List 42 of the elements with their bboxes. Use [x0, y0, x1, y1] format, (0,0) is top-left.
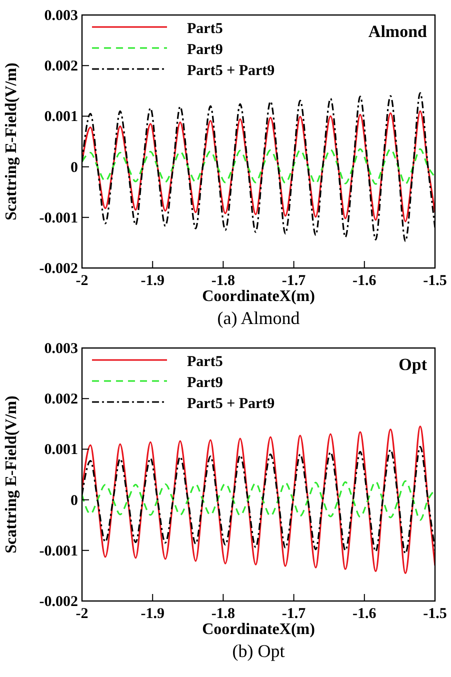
y-tick-label: 0.001 — [44, 109, 78, 126]
y-tick-label: 0.002 — [44, 58, 78, 75]
y-axis-title: Scattring E-Field(V/m) — [3, 62, 20, 220]
x-tick-label: -2 — [76, 273, 88, 289]
x-tick-label: -2 — [76, 606, 88, 622]
y-tick-label: 0.001 — [44, 442, 78, 458]
y-tick-label: -0.001 — [39, 543, 78, 560]
x-tick-label: -1.6 — [352, 273, 377, 289]
y-axis-title: Scattring E-Field(V/m) — [3, 396, 20, 554]
legend-label: Part9 — [187, 42, 223, 58]
y-tick-label: 0 — [70, 492, 78, 509]
line-series — [82, 426, 435, 574]
x-tick-label: -1.6 — [352, 606, 377, 622]
x-tick-label: -1.9 — [140, 273, 164, 289]
y-tick-label: 0.003 — [44, 341, 78, 357]
x-tick-label: -1.5 — [423, 273, 447, 289]
line-series — [82, 480, 435, 521]
y-tick-label: 0.003 — [44, 8, 78, 24]
line-series — [82, 110, 435, 222]
legend-label: Part5 — [187, 354, 223, 370]
x-tick-label: -1.7 — [282, 606, 306, 622]
y-tick-label: 0.002 — [44, 392, 78, 408]
legend-label: Part5 + Part9 — [187, 63, 275, 79]
legend-label: Part5 — [187, 21, 223, 37]
x-tick-label: -1.9 — [140, 606, 164, 622]
line-series — [82, 148, 435, 185]
y-tick-label: 0 — [70, 160, 78, 176]
x-axis-title: CoordinateX(m) — [202, 288, 315, 305]
text: (a) Almond — [217, 308, 300, 328]
y-tick-label: -0.002 — [39, 261, 78, 277]
x-tick-label: -1.5 — [423, 606, 447, 622]
y-tick-label: -0.002 — [39, 594, 78, 610]
x-axis-title: CoordinateX(m) — [202, 621, 315, 638]
text: (b) Opt — [232, 641, 285, 661]
annotation: Almond — [368, 22, 428, 41]
x-tick-label: -1.8 — [211, 273, 236, 289]
legend-label: Part5 + Part9 — [187, 396, 275, 412]
annotation: Opt — [398, 355, 428, 374]
x-tick-label: -1.7 — [282, 273, 306, 289]
x-tick-label: -1.8 — [211, 606, 236, 622]
y-tick-label: -0.001 — [39, 210, 78, 226]
legend-label: Part9 — [187, 375, 223, 391]
